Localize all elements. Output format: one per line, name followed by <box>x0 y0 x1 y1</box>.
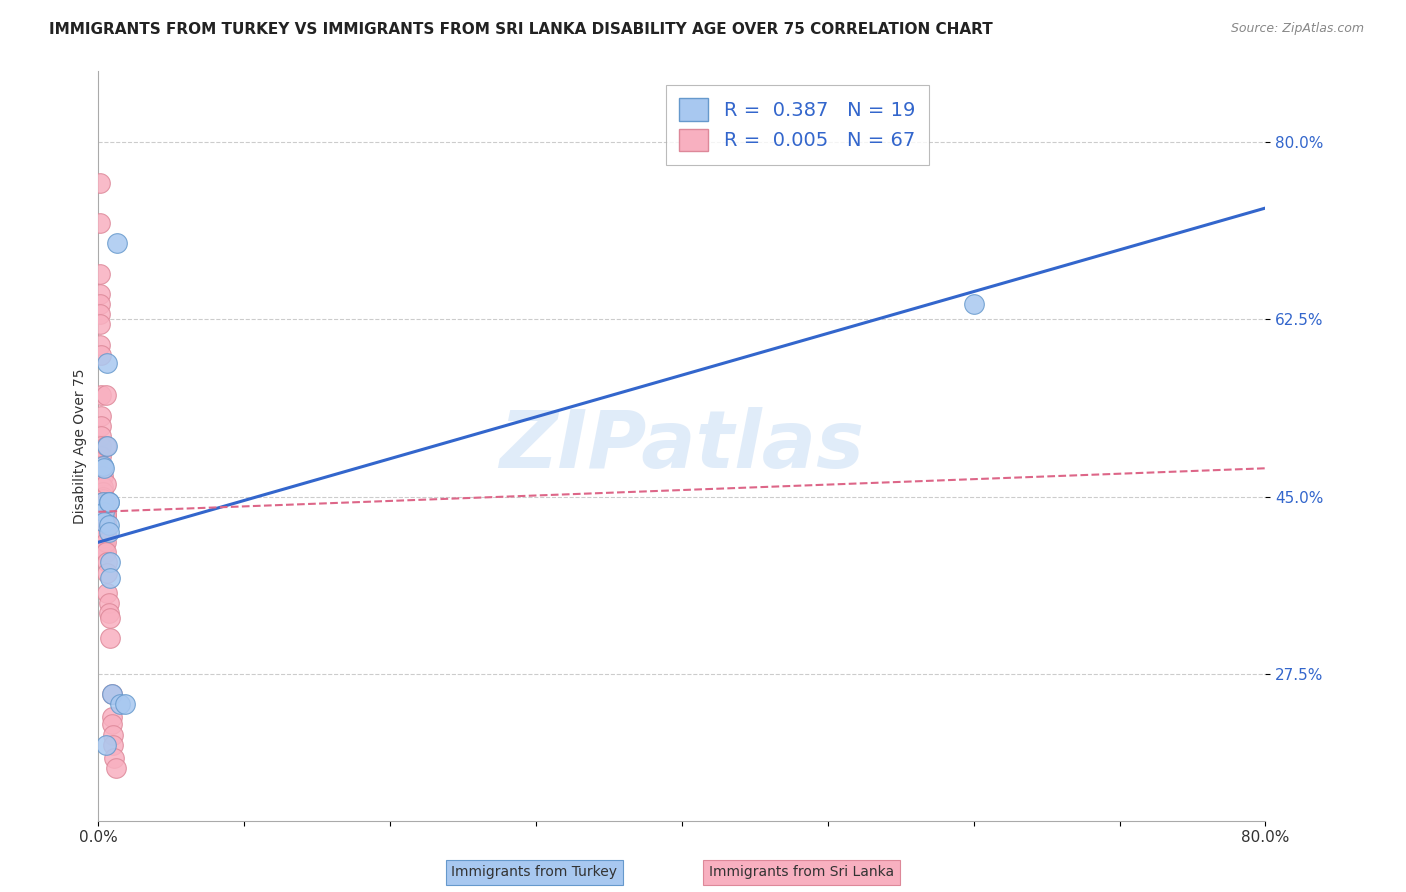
Point <box>91 459 114 474</box>
Point <box>94 508 117 522</box>
Point <box>90 459 112 474</box>
Point <box>94 545 117 559</box>
Point <box>89 216 111 230</box>
Point <box>94 496 117 510</box>
Point <box>94 528 117 542</box>
Point <box>90 439 112 453</box>
Point <box>93 538 115 552</box>
Text: Source: ZipAtlas.com: Source: ZipAtlas.com <box>1230 22 1364 36</box>
Point <box>97 606 120 620</box>
Point <box>94 439 117 453</box>
Point <box>94 515 117 529</box>
Point <box>93 531 115 545</box>
Point <box>98 556 121 570</box>
Point <box>98 571 121 585</box>
Point <box>97 596 120 610</box>
Point <box>91 503 114 517</box>
Point <box>89 267 111 281</box>
Point <box>93 518 115 533</box>
Point <box>89 307 111 321</box>
Point <box>91 484 114 499</box>
Point <box>114 697 136 711</box>
Point <box>100 687 122 701</box>
Point <box>90 449 112 463</box>
Point <box>97 494 120 508</box>
Point <box>96 439 118 453</box>
Point <box>103 751 125 765</box>
Point <box>91 469 114 483</box>
Point <box>101 738 124 752</box>
Point <box>962 297 984 311</box>
Point <box>93 505 115 519</box>
Point <box>93 509 115 524</box>
Point <box>93 515 115 529</box>
Point <box>93 520 115 534</box>
Point <box>105 236 128 251</box>
Point <box>100 687 122 701</box>
Point <box>90 409 112 423</box>
Point <box>94 535 117 549</box>
Point <box>110 697 132 711</box>
Text: ZIPatlas: ZIPatlas <box>499 407 865 485</box>
Point <box>96 586 118 600</box>
Point <box>91 494 114 508</box>
Legend: R =  0.387   N = 19, R =  0.005   N = 67: R = 0.387 N = 19, R = 0.005 N = 67 <box>665 85 929 165</box>
Point <box>100 710 122 724</box>
Point <box>97 518 120 533</box>
Point <box>91 497 114 511</box>
Point <box>90 418 112 433</box>
Point <box>93 508 115 522</box>
Point <box>89 176 111 190</box>
Point <box>93 524 115 539</box>
Point <box>90 348 112 362</box>
Point <box>90 429 112 443</box>
Point <box>91 479 114 493</box>
Point <box>91 494 114 508</box>
Point <box>93 534 115 549</box>
Point <box>97 494 120 508</box>
Point <box>96 556 118 570</box>
Point <box>89 287 111 301</box>
Point <box>93 542 115 557</box>
Point <box>96 566 118 580</box>
Text: Immigrants from Turkey: Immigrants from Turkey <box>451 865 617 880</box>
Point <box>94 508 117 522</box>
Point <box>100 717 122 731</box>
Point <box>94 508 117 522</box>
Point <box>94 524 117 539</box>
Point <box>94 518 117 533</box>
Point <box>94 388 117 402</box>
Point <box>89 297 111 311</box>
Point <box>94 477 117 491</box>
Point <box>98 611 121 625</box>
Text: Immigrants from Sri Lanka: Immigrants from Sri Lanka <box>709 865 894 880</box>
Text: IMMIGRANTS FROM TURKEY VS IMMIGRANTS FROM SRI LANKA DISABILITY AGE OVER 75 CORRE: IMMIGRANTS FROM TURKEY VS IMMIGRANTS FRO… <box>49 22 993 37</box>
Point <box>91 491 114 506</box>
Point <box>93 522 115 536</box>
Point <box>93 505 115 519</box>
Point <box>91 500 114 514</box>
Point <box>101 728 124 742</box>
Point <box>93 512 115 526</box>
Point <box>89 318 111 332</box>
Point <box>94 494 117 508</box>
Point <box>93 528 115 542</box>
Point <box>97 524 120 539</box>
Point <box>93 515 115 529</box>
Point <box>96 356 118 370</box>
Point <box>90 388 112 402</box>
Y-axis label: Disability Age Over 75: Disability Age Over 75 <box>73 368 87 524</box>
Point <box>93 461 115 475</box>
Point <box>104 761 127 775</box>
Point <box>91 490 114 504</box>
Point <box>98 632 121 646</box>
Point <box>94 738 117 752</box>
Point <box>89 337 111 351</box>
